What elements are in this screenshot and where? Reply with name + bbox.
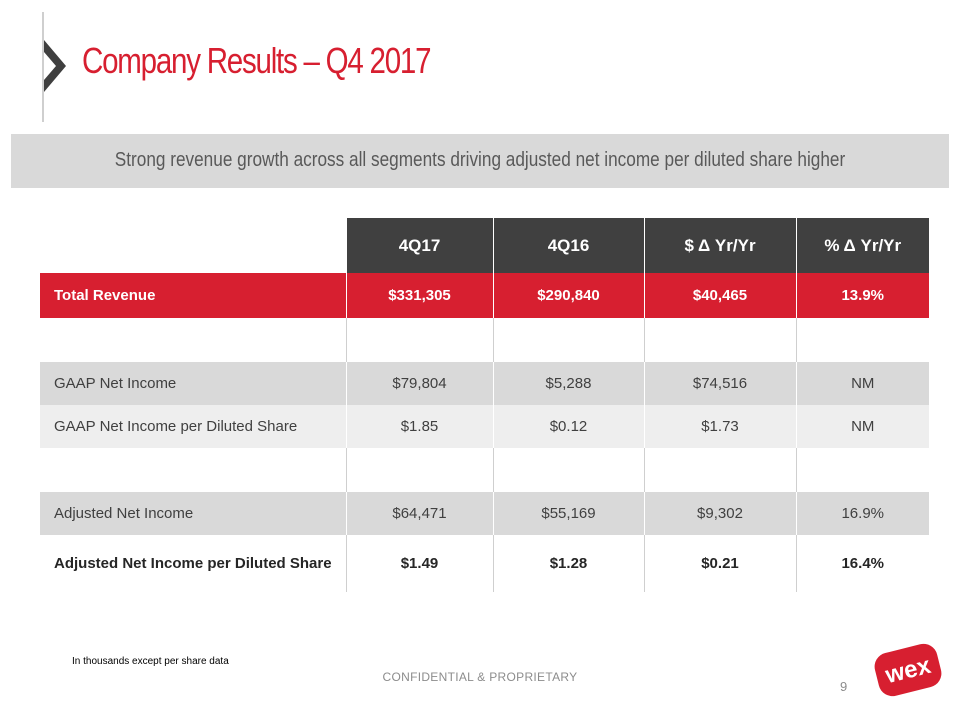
- table-cell: 13.9%: [795, 273, 929, 318]
- column-header: % Δ Yr/Yr: [795, 218, 929, 273]
- table-row-adjusted-eps: Adjusted Net Income per Diluted Share $1…: [40, 535, 929, 592]
- table-row-gaap-net-income: GAAP Net Income $79,804 $5,288 $74,516 N…: [40, 362, 929, 405]
- row-label: Adjusted Net Income: [40, 492, 346, 535]
- confidential-notice: CONFIDENTIAL & PROPRIETARY: [382, 670, 578, 684]
- footnote: In thousands except per share data: [72, 656, 229, 667]
- table-cell: $9,302: [643, 492, 796, 535]
- table-row-total-revenue: Total Revenue $331,305 $290,840 $40,465 …: [40, 273, 929, 318]
- spacer-cell: [492, 318, 644, 362]
- table-cell: $331,305: [345, 273, 493, 318]
- table-cell: $5,288: [492, 362, 644, 405]
- spacer-cell: [643, 448, 796, 492]
- table-cell: $64,471: [345, 492, 493, 535]
- table-header-row: 4Q17 4Q16 $ Δ Yr/Yr % Δ Yr/Yr: [40, 218, 929, 273]
- subtitle-banner: Strong revenue growth across all segment…: [11, 134, 949, 188]
- title-divider: [42, 12, 44, 122]
- table-cell: 16.9%: [795, 492, 929, 535]
- table-cell: $1.73: [643, 405, 796, 448]
- table-cell: $1.28: [492, 535, 644, 592]
- table-cell: $79,804: [345, 362, 493, 405]
- results-table: 4Q17 4Q16 $ Δ Yr/Yr % Δ Yr/Yr Total Reve…: [40, 218, 929, 592]
- subtitle-text: Strong revenue growth across all segment…: [114, 149, 846, 171]
- row-label: Total Revenue: [40, 273, 346, 318]
- table-cell: $290,840: [492, 273, 644, 318]
- table-cell: NM: [795, 405, 929, 448]
- column-header: 4Q16: [492, 218, 644, 273]
- spacer-cell: [40, 318, 346, 362]
- table-spacer-row: [40, 448, 929, 492]
- table-cell: $0.12: [492, 405, 644, 448]
- row-label: GAAP Net Income: [40, 362, 346, 405]
- spacer-cell: [795, 448, 929, 492]
- spacer-cell: [795, 318, 929, 362]
- table-cell: $55,169: [492, 492, 644, 535]
- spacer-cell: [643, 318, 796, 362]
- row-label: Adjusted Net Income per Diluted Share: [40, 535, 346, 592]
- page-number: 9: [840, 679, 848, 694]
- table-cell: $40,465: [643, 273, 796, 318]
- table-cell: $1.49: [345, 535, 493, 592]
- table-row-gaap-eps: GAAP Net Income per Diluted Share $1.85 …: [40, 405, 929, 448]
- spacer-cell: [345, 448, 493, 492]
- table-cell: $0.21: [643, 535, 796, 592]
- row-label: GAAP Net Income per Diluted Share: [40, 405, 346, 448]
- table-cell: NM: [795, 362, 929, 405]
- chevron-right-icon: [44, 40, 66, 92]
- column-header: $ Δ Yr/Yr: [643, 218, 796, 273]
- header-blank-cell: [40, 218, 346, 273]
- column-header: 4Q17: [345, 218, 493, 273]
- table-cell: $1.85: [345, 405, 493, 448]
- page-title: Company Results – Q4 2017: [82, 40, 432, 81]
- spacer-cell: [492, 448, 644, 492]
- wex-logo: wex: [874, 643, 942, 697]
- table-cell: $74,516: [643, 362, 796, 405]
- table-cell: 16.4%: [795, 535, 929, 592]
- table-spacer-row: [40, 318, 929, 362]
- spacer-cell: [345, 318, 493, 362]
- spacer-cell: [40, 448, 346, 492]
- table-row-adjusted-net-income: Adjusted Net Income $64,471 $55,169 $9,3…: [40, 492, 929, 535]
